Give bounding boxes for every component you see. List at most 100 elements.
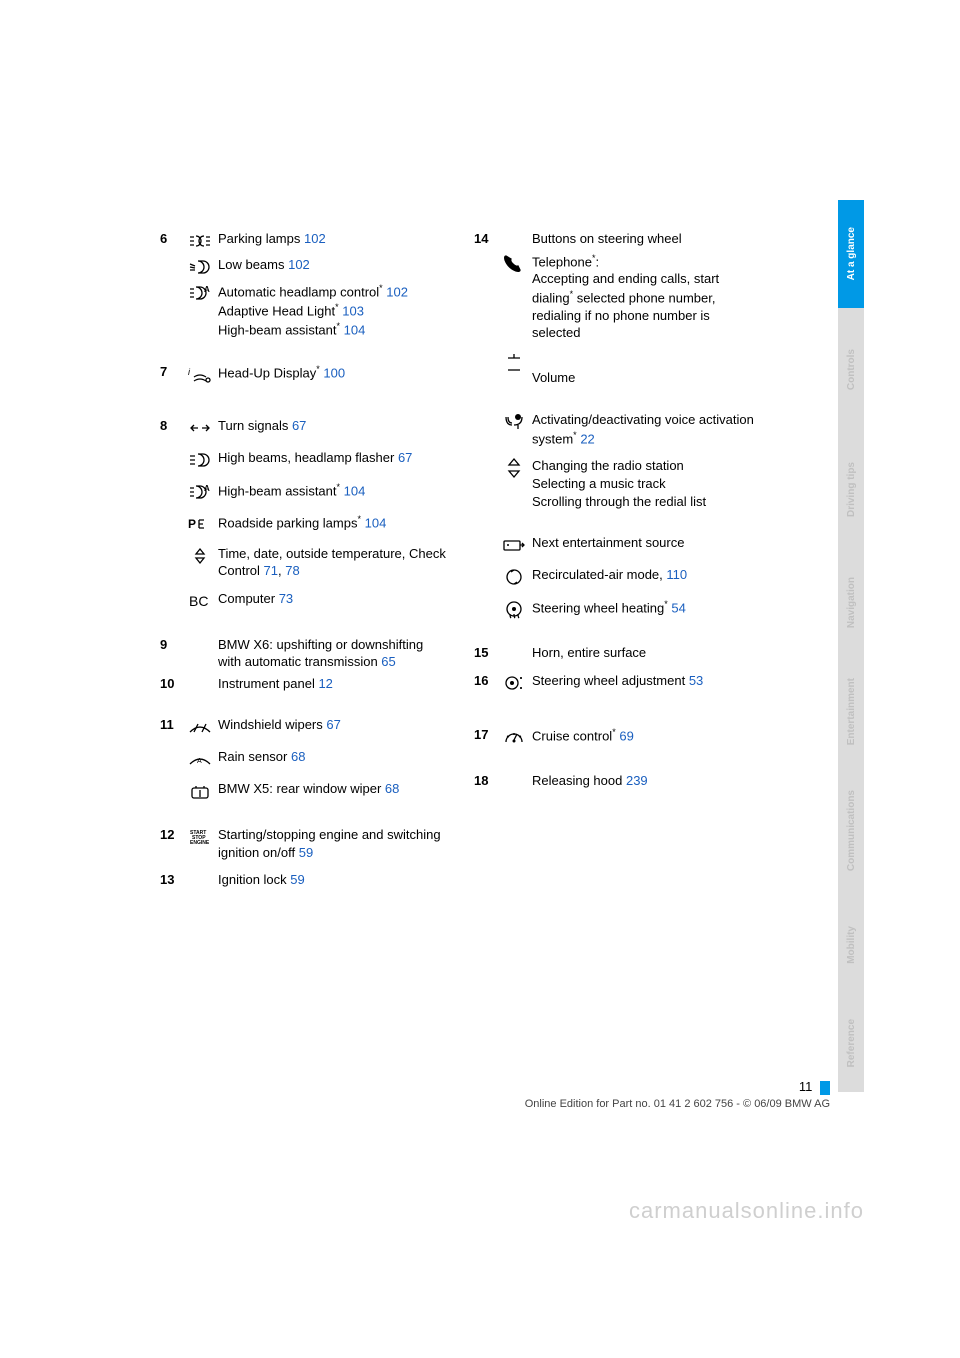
page-ref-link[interactable]: 12 [318,676,332,691]
page-ref-link[interactable]: 110 [666,567,687,582]
side-tab-label: Reference [846,1019,857,1067]
telephone-icon [500,252,528,274]
page-ref-link[interactable]: 68 [385,781,399,796]
icon-cell [496,772,532,790]
index-row: Time, date, outside temperature, Check C… [160,545,446,580]
page-ref-link[interactable]: 59 [299,845,313,860]
side-tab[interactable]: Entertainment [838,658,864,766]
wheel-heat-icon [500,598,528,620]
content-columns: 6Parking lamps 102Low beams 102AAutomati… [160,230,760,893]
item-text: Changing the radio stationSelecting a mu… [532,457,760,510]
page-ref-link[interactable]: 71 [264,563,278,578]
page-ref-link[interactable]: 22 [580,431,594,446]
page-ref-link[interactable]: 69 [619,728,633,743]
volume-icon [500,352,528,374]
icon-cell [182,716,218,738]
page-ref-link[interactable]: 73 [279,591,293,606]
page-ref-link[interactable]: 67 [292,418,306,433]
index-row: 12STARTSTOPENGINEStarting/stopping engin… [160,826,446,861]
side-tab[interactable]: Driving tips [838,432,864,548]
page-ref-link[interactable]: 65 [381,654,395,669]
start-stop-icon: STARTSTOPENGINE [186,826,214,848]
icon-cell [182,230,218,252]
index-row: 18Releasing hood 239 [474,772,760,790]
side-tab[interactable]: Controls [838,308,864,432]
item-number [474,352,496,387]
page-ref-link[interactable]: 59 [290,872,304,887]
page-ref-link[interactable]: 104 [365,515,387,530]
page-ref-link[interactable]: 100 [323,365,345,380]
item-number [160,449,182,471]
item-number: 7 [160,363,182,385]
wipers-icon [186,716,214,738]
index-row: High beams, headlamp flasher 67 [160,449,446,471]
side-tab[interactable]: Navigation [838,548,864,658]
watermark: carmanualsonline.info [629,1198,864,1224]
index-row: BCComputer 73 [160,590,446,612]
side-tab[interactable]: Mobility [838,896,864,994]
item-text: High beams, headlamp flasher 67 [218,449,446,471]
page-ref-link[interactable]: 104 [344,483,366,498]
page-ref-link[interactable]: 68 [291,749,305,764]
icon-cell: A [182,282,218,339]
side-tab-label: At a glance [846,227,857,280]
page-ref-link[interactable]: 239 [626,773,648,788]
item-text: Buttons on steering wheel [532,230,760,248]
item-text: Parking lamps 102 [218,230,446,252]
icon-cell [496,457,532,510]
page-ref-link[interactable]: 104 [344,322,366,337]
index-row: 16Steering wheel adjustment 53 [474,672,760,694]
item-text: Steering wheel adjustment 53 [532,672,760,694]
page-ref-link[interactable]: 102 [304,231,326,246]
item-number [474,411,496,447]
page-ref-link[interactable]: 67 [326,717,340,732]
page-ref-link[interactable]: 102 [288,257,310,272]
icon-cell [182,417,218,439]
icon-cell: i [182,363,218,385]
item-number [474,566,496,588]
index-row: PRoadside parking lamps* 104 [160,513,446,535]
icon-cell [182,871,218,889]
page-ref-link[interactable]: 67 [398,450,412,465]
index-row: 13Ignition lock 59 [160,871,446,889]
index-row: Steering wheel heating* 54 [474,598,760,620]
page-ref-link[interactable]: 53 [689,673,703,688]
item-number [160,545,182,580]
index-row: 8Turn signals 67 [160,417,446,439]
item-number [160,282,182,339]
recirc-icon [500,566,528,588]
index-row: AHigh-beam assistant* 104 [160,481,446,503]
icon-cell [496,252,532,342]
item-number [160,748,182,770]
index-row: 15Horn, entire surface [474,644,760,662]
auto-headlamp-icon: A [186,282,214,304]
page-ref-link[interactable]: 103 [342,303,364,318]
icon-cell [182,449,218,471]
page-ref-link[interactable]: 54 [671,600,685,615]
side-tabs: At a glance ControlsDriving tipsNavigatio… [838,200,864,1092]
icon-cell [496,598,532,620]
item-number: 17 [474,726,496,748]
page-ref-link[interactable]: 102 [386,284,408,299]
item-text: High-beam assistant* 104 [218,481,446,503]
item-number: 15 [474,644,496,662]
item-text: Ignition lock 59 [218,871,446,889]
index-row: Changing the radio stationSelecting a mu… [474,457,760,510]
index-row: 10Instrument panel 12 [160,675,446,693]
side-tab[interactable]: At a glance [838,200,864,308]
side-tab[interactable]: Reference [838,994,864,1092]
item-number [474,457,496,510]
page-ref-link[interactable]: 78 [285,563,299,578]
icon-cell: A [182,748,218,770]
item-text: Recirculated-air mode, 110 [532,566,760,588]
item-text: Releasing hood 239 [532,772,760,790]
item-text: Next entertainment source [532,534,760,556]
page-accent-bar [820,1081,830,1095]
index-row: 14Buttons on steering wheel [474,230,760,248]
icon-cell: P [182,513,218,535]
index-row: AAutomatic headlamp control* 102Adaptive… [160,282,446,339]
icon-cell [496,566,532,588]
side-tab[interactable]: Communications [838,766,864,896]
cruise-icon [500,726,528,748]
item-text: Activating/deactivating voice activation… [532,411,760,447]
